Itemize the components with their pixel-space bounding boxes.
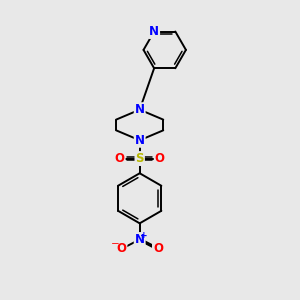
- Text: N: N: [149, 25, 159, 38]
- Text: O: O: [115, 152, 125, 165]
- Text: O: O: [153, 242, 163, 255]
- Text: N: N: [135, 134, 145, 147]
- Text: −: −: [111, 239, 120, 249]
- Text: S: S: [135, 152, 144, 165]
- Text: O: O: [116, 242, 126, 255]
- Text: O: O: [155, 152, 165, 165]
- Text: N: N: [135, 103, 145, 116]
- Text: +: +: [140, 231, 148, 240]
- Text: N: N: [135, 233, 145, 246]
